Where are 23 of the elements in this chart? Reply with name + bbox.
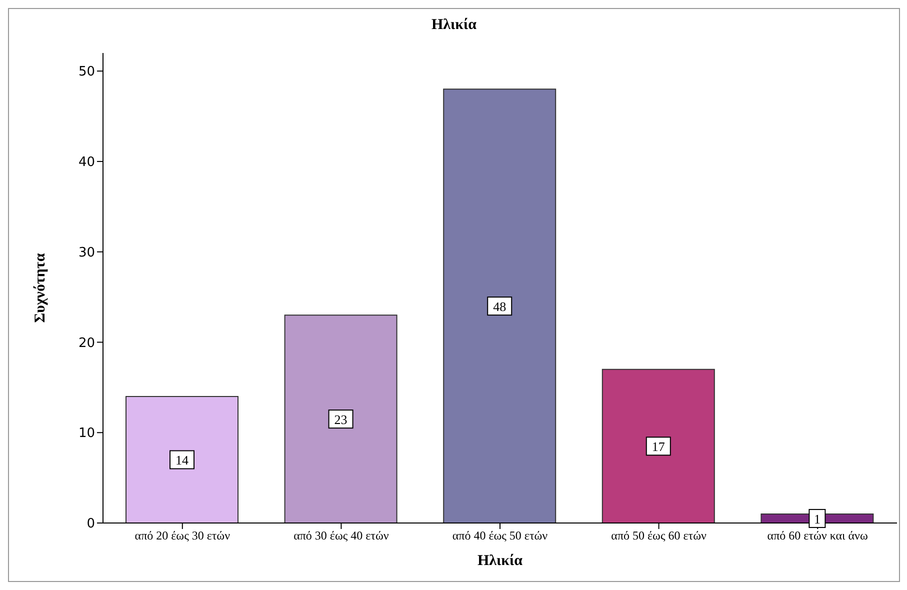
x-tick-label: από 30 έως 40 ετών xyxy=(294,528,390,543)
data-label: 17 xyxy=(652,439,666,454)
data-label: 23 xyxy=(334,412,348,428)
y-tick-label: 40 xyxy=(78,155,95,170)
x-tick-label: από 20 έως 30 ετών xyxy=(134,528,231,543)
bar xyxy=(126,396,238,523)
bar xyxy=(443,88,556,523)
y-tick-label: 20 xyxy=(78,336,95,351)
x-tick-label: από 50 έως 60 ετών xyxy=(611,528,707,543)
y-tick-label: 0 xyxy=(86,516,95,532)
x-tick-label: από 40 έως 50 ετών xyxy=(452,528,548,543)
data-label: 1 xyxy=(814,511,820,526)
chart-title: Ηλικία xyxy=(430,17,478,34)
data-label: 14 xyxy=(176,452,189,468)
y-axis-title: Συχνότητα xyxy=(32,252,48,323)
bar xyxy=(602,368,715,523)
y-tick-label: 50 xyxy=(78,64,95,80)
data-label: 48 xyxy=(493,299,506,314)
y-tick-label: 10 xyxy=(78,426,95,442)
x-axis-title: Ηλικία xyxy=(477,553,524,569)
bar xyxy=(284,314,398,523)
x-tick-label: από 60 ετών και άνω xyxy=(767,528,868,543)
y-tick-label: 30 xyxy=(78,245,95,260)
